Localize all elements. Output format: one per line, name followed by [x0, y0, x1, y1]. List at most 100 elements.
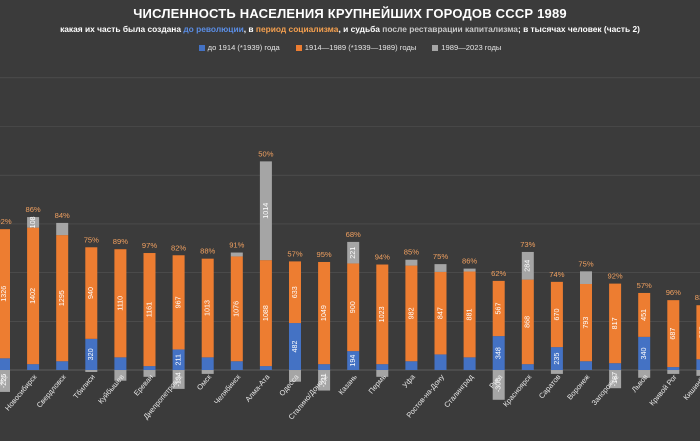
category-label: Сталинград [442, 372, 475, 409]
pct-label: 92% [0, 217, 12, 226]
bar-pre1914 [27, 364, 40, 370]
bar-pre1914 [259, 366, 272, 370]
bar-post1989 [667, 370, 680, 374]
bar-pre1914 [114, 357, 127, 370]
bar-pre1914 [405, 361, 418, 370]
bar-soviet [114, 249, 127, 358]
bar-pre1914 [696, 359, 700, 370]
bar-pre1914 [201, 357, 214, 370]
bar-soviet [667, 300, 680, 368]
bar-pre1914 [318, 364, 331, 370]
data-label-post1989: 1014 [261, 203, 270, 219]
bar-soviet [0, 229, 10, 359]
bar-post1989 [405, 259, 418, 266]
data-label-soviet: 1013 [203, 300, 212, 316]
bar-post1989 [201, 370, 214, 374]
pct-label: 83% [695, 293, 700, 302]
category-label: Кривой Рог [647, 372, 679, 407]
data-label-soviet: 1076 [232, 301, 241, 317]
bar-soviet [230, 256, 243, 362]
subtitle-part: какая их часть была создана [60, 24, 184, 34]
data-label-soviet: 967 [174, 296, 183, 308]
bar-pre1914 [230, 361, 243, 370]
bar-post1989 [376, 370, 389, 377]
bar-soviet [638, 292, 651, 337]
data-label-soviet: 1295 [57, 290, 66, 306]
bar-post1989 [0, 370, 10, 392]
bar-post1989 [172, 370, 185, 389]
data-label-post1989: 108 [28, 216, 37, 228]
bar-pre1914 [56, 361, 69, 370]
bar-post1989 [318, 370, 331, 391]
pct-label: 94% [375, 253, 390, 262]
pct-label: 75% [433, 252, 448, 261]
category-label: Куйбышев [96, 372, 126, 405]
bar-pre1914 [376, 364, 389, 370]
bar-soviet [580, 283, 592, 362]
category-label: Алма-Ата [243, 372, 272, 404]
bar-post1989 [114, 370, 127, 381]
bar-pre1914 [0, 358, 10, 370]
subtitle-part: ; в тысячах человек (часть 2) [517, 24, 640, 34]
pct-label: 75% [578, 259, 593, 268]
pct-label: 97% [142, 241, 157, 250]
bar-soviet [289, 261, 301, 324]
bar-post1989 [230, 252, 243, 257]
pct-label: 57% [287, 249, 302, 258]
bar-soviet [172, 255, 185, 350]
bar-soviet [56, 235, 69, 362]
bar-pre1914 [143, 366, 156, 370]
data-label-soviet: 1402 [28, 288, 37, 304]
bar-post1989 [56, 222, 69, 236]
bar-soviet [609, 283, 622, 364]
data-label-soviet: 900 [348, 301, 357, 313]
data-label-soviet: 982 [406, 307, 415, 319]
bar-soviet [405, 265, 418, 362]
bar-pre1914 [609, 363, 622, 370]
data-label-soviet: 1088 [261, 305, 270, 321]
pct-label: 82% [171, 243, 186, 252]
data-label-soviet: 817 [610, 317, 619, 329]
data-label-post1989: 284 [523, 260, 532, 272]
bar-post1989 [27, 217, 40, 228]
data-label-post1989: -211 [319, 373, 328, 387]
data-label-soviet: 793 [581, 317, 590, 329]
bar-pre1914 [521, 364, 534, 370]
bar-soviet [27, 227, 40, 365]
legend-swatch [295, 44, 302, 51]
bar-post1989 [492, 370, 505, 400]
pct-label: 57% [637, 281, 652, 290]
bar-post1989 [463, 268, 476, 272]
pct-label: 50% [258, 149, 273, 158]
pct-label: 86% [25, 205, 40, 214]
pct-label: 92% [607, 272, 622, 281]
bar-post1989 [289, 370, 301, 382]
bar-soviet [521, 279, 534, 365]
legend-item-post1989: 1989—2023 годы [432, 43, 501, 52]
legend-label: до 1914 (*1939) года [207, 43, 280, 52]
bar-soviet [492, 280, 505, 337]
category-label: Запорожье [589, 373, 620, 408]
data-label-post1989: -306 [494, 378, 503, 392]
data-label-pre1914: 340 [639, 347, 648, 359]
bar-pre1914 [463, 357, 476, 370]
category-label: Свердловск [35, 372, 69, 410]
data-label-soviet: 633 [290, 286, 299, 298]
bar-soviet [463, 271, 476, 358]
subtitle-capitalism: после реставрации капитализма [382, 24, 518, 34]
bar-post1989 [580, 271, 592, 284]
pct-label: 84% [55, 211, 70, 220]
bar-pre1914 [434, 354, 447, 370]
data-label-soviet: 670 [552, 308, 561, 320]
bar-post1989 [550, 370, 563, 374]
data-label-soviet: 847 [435, 307, 444, 319]
bar-post1989 [347, 241, 360, 264]
data-label-post1989: -225 [0, 374, 8, 388]
pct-label: 89% [113, 237, 128, 246]
data-label-post1989: 221 [348, 247, 357, 259]
bar-post1989 [696, 370, 700, 376]
bar-soviet [376, 264, 389, 365]
bar-post1989 [434, 264, 447, 272]
pct-label: 62% [491, 269, 506, 278]
